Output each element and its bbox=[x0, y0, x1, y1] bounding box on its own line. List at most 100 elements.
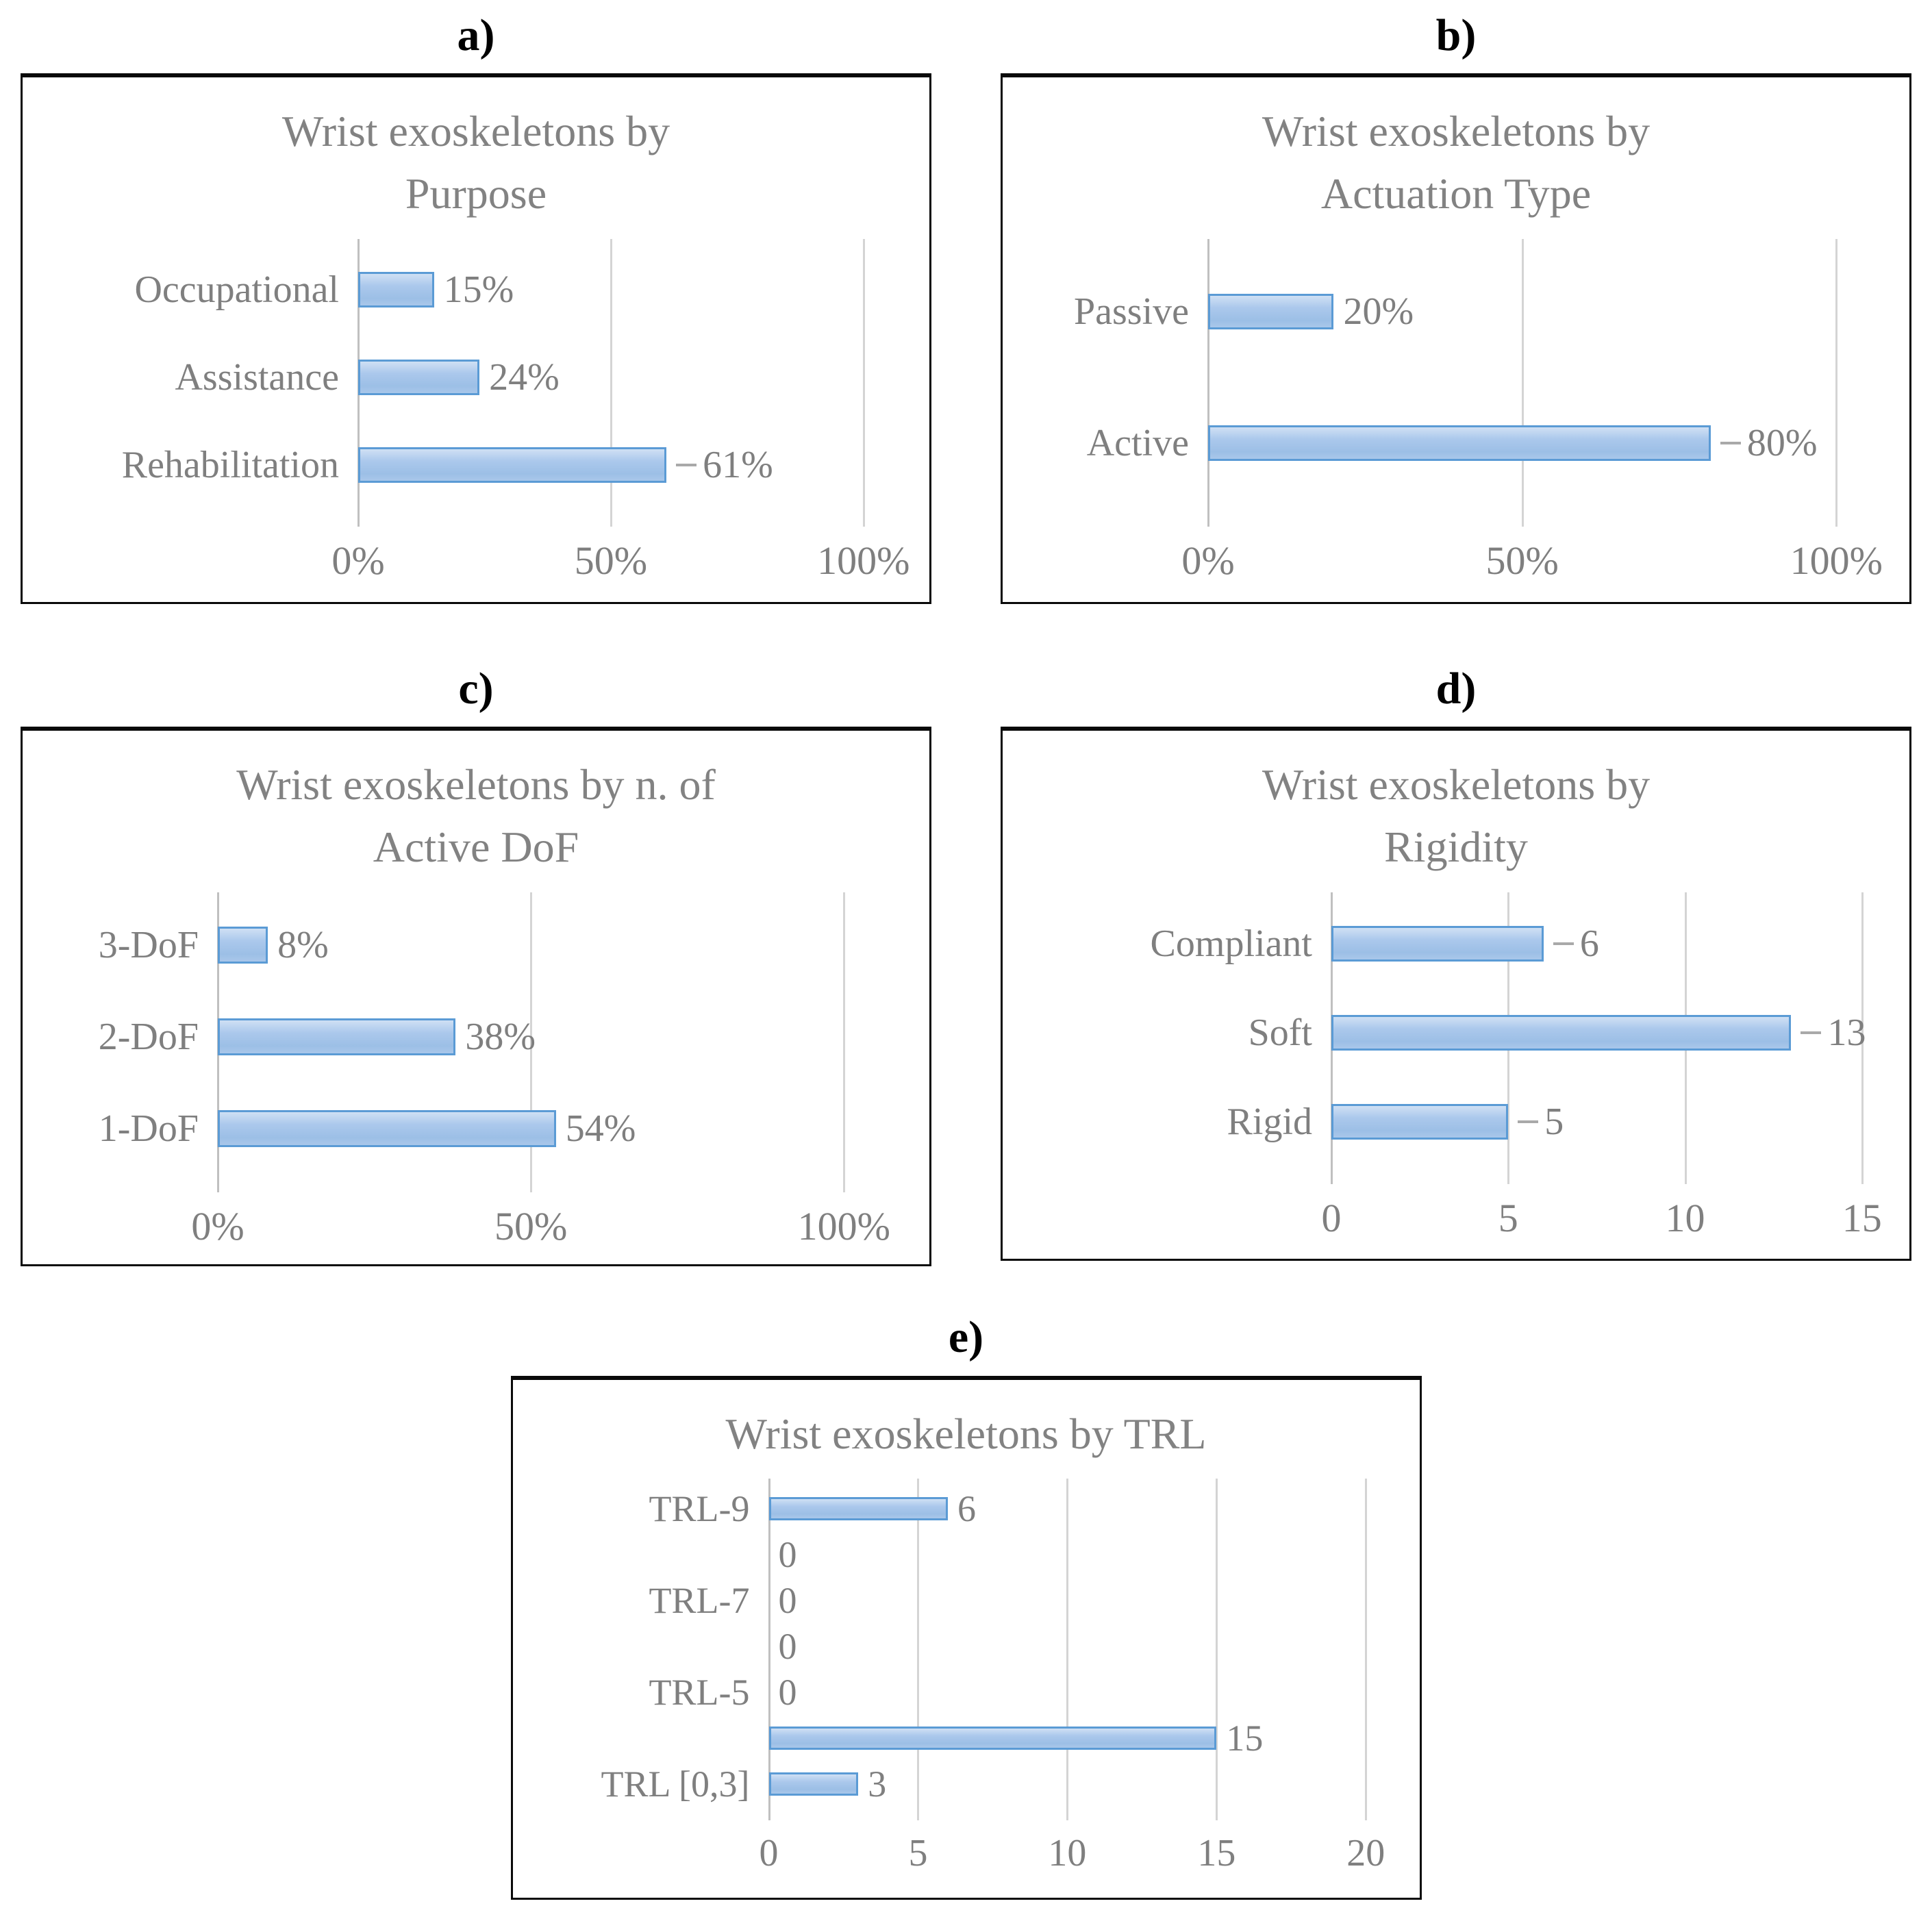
tick-label: 0% bbox=[191, 1204, 244, 1249]
panel-d-letter: d) bbox=[1435, 664, 1477, 714]
panel-e-chart: TRL-9 6 0 bbox=[513, 1479, 1420, 1887]
chart-title-line: Active DoF bbox=[373, 823, 579, 872]
tick-label: 0 bbox=[1321, 1196, 1342, 1241]
tick-label: 15 bbox=[1197, 1832, 1236, 1875]
panel-e: e) Wrist exoskeletons by TRL TRL bbox=[510, 1302, 1422, 1900]
panel-c-chart: 3-DoF 8% 2-DoF 38% bbox=[23, 892, 929, 1259]
panel-d-chart-title: Wrist exoskeletons by Rigidity bbox=[1003, 754, 1909, 879]
tick-label: 5 bbox=[908, 1832, 928, 1875]
bar-rows: 3-DoF 8% 2-DoF 38% bbox=[23, 892, 929, 1192]
bar-occupational bbox=[358, 271, 434, 307]
category-label: Rigid bbox=[1227, 1101, 1312, 1144]
bar-cell: 0 bbox=[769, 1531, 1409, 1577]
bar-3dof bbox=[218, 927, 268, 964]
gridline bbox=[1066, 1479, 1069, 1821]
bar-row: TRL-7 0 bbox=[513, 1577, 1420, 1623]
panel-b-letter: b) bbox=[1435, 10, 1477, 60]
panel-a-chart-title: Wrist exoskeletons by Purpose bbox=[23, 101, 929, 225]
bar-soft bbox=[1331, 1015, 1792, 1051]
panel-c-box: Wrist exoskeletons by n. of Active DoF 3… bbox=[21, 727, 931, 1267]
bar-cell: 24% bbox=[358, 334, 919, 421]
value-label: 24% bbox=[489, 355, 560, 399]
bar-rigid bbox=[1331, 1104, 1509, 1140]
gridline bbox=[862, 238, 865, 527]
tick-label: 100% bbox=[1790, 538, 1883, 583]
panel-e-chart-title: Wrist exoskeletons by TRL bbox=[513, 1403, 1420, 1466]
panel-b-box: Wrist exoskeletons by Actuation Type Pas… bbox=[1001, 73, 1911, 605]
plot-area: Compliant 6 Soft 13 bbox=[1003, 892, 1909, 1185]
gridline bbox=[917, 1479, 920, 1821]
category-label: TRL-7 bbox=[649, 1579, 750, 1621]
bar-row: Soft 13 bbox=[1003, 988, 1909, 1077]
chart-title-line: Wrist exoskeletons by bbox=[1262, 760, 1651, 809]
gridline bbox=[1521, 238, 1524, 527]
figure-row-1: a) Wrist exoskeletons by Purpose Occupat… bbox=[0, 0, 1932, 605]
panel-d-chart: Compliant 6 Soft 13 bbox=[1003, 892, 1909, 1251]
value-label: 6 bbox=[1553, 922, 1599, 966]
x-axis: 0 5 10 15 bbox=[1322, 1194, 1899, 1251]
axis-line bbox=[768, 1479, 770, 1821]
bar-trl03 bbox=[768, 1772, 859, 1796]
panel-a-box: Wrist exoskeletons by Purpose Occupation… bbox=[21, 73, 931, 605]
figure-row-3: e) Wrist exoskeletons by TRL TRL bbox=[0, 1302, 1932, 1900]
panel-a-chart: Occupational 15% Assistance 24% bbox=[23, 238, 929, 594]
bar-2dof bbox=[218, 1018, 456, 1056]
bar-1dof bbox=[218, 1110, 556, 1148]
category-label: TRL [0,3] bbox=[601, 1763, 750, 1805]
gridline-layer bbox=[768, 1479, 1409, 1821]
panel-e-box: Wrist exoskeletons by TRL TRL-9 bbox=[510, 1375, 1422, 1900]
gridline bbox=[1835, 238, 1838, 527]
bar-cell: 8% bbox=[218, 899, 919, 991]
gridline bbox=[530, 892, 533, 1193]
tick-label: 20 bbox=[1346, 1832, 1385, 1875]
tick-label: 50% bbox=[494, 1204, 568, 1249]
bar-rows: TRL-9 6 0 bbox=[513, 1479, 1420, 1820]
value-label: 20% bbox=[1343, 290, 1414, 333]
value-label: 38% bbox=[465, 1016, 536, 1059]
tick-label: 100% bbox=[817, 538, 910, 583]
bar-cell: 3 bbox=[768, 1761, 1409, 1807]
chart-title-line: Wrist exoskeletons by TRL bbox=[725, 1409, 1207, 1458]
category-label: Occupational bbox=[134, 268, 339, 311]
panel-c-letter: c) bbox=[458, 664, 494, 714]
tick-label: 100% bbox=[797, 1204, 890, 1249]
value-label: 0 bbox=[778, 1671, 797, 1713]
bar-row: TRL-5 0 bbox=[513, 1669, 1420, 1715]
value-label: 0 bbox=[778, 1533, 797, 1575]
tick-label: 0% bbox=[1181, 538, 1235, 583]
category-label: TRL-9 bbox=[649, 1487, 750, 1529]
panel-b-chart-title: Wrist exoskeletons by Actuation Type bbox=[1003, 101, 1909, 225]
bar-row: Compliant 6 bbox=[1003, 899, 1909, 988]
plot-area: 3-DoF 8% 2-DoF 38% bbox=[23, 892, 929, 1193]
bar-cell: 20% bbox=[1208, 246, 1899, 377]
bar-trl4 bbox=[768, 1726, 1217, 1750]
x-axis: 0 5 10 15 20 bbox=[760, 1830, 1409, 1887]
bar-cell: 54% bbox=[218, 1083, 919, 1175]
bar-row: 3-DoF 8% bbox=[23, 899, 929, 991]
axis-line bbox=[1207, 238, 1209, 527]
bar-passive bbox=[1208, 293, 1334, 329]
gridline bbox=[610, 238, 612, 527]
bar-rows: Compliant 6 Soft 13 bbox=[1003, 892, 1909, 1184]
chart-title-line: Actuation Type bbox=[1320, 169, 1592, 218]
bar-rows: Passive 20% Active 80% bbox=[1003, 239, 1909, 527]
bar-cell: 13 bbox=[1331, 988, 1899, 1077]
bar-cell: 38% bbox=[218, 991, 919, 1083]
tick-label: 15 bbox=[1842, 1196, 1882, 1241]
gridline-layer bbox=[1207, 238, 1899, 527]
bar-active bbox=[1208, 425, 1711, 461]
plot-area: Passive 20% Active 80% bbox=[1003, 238, 1909, 527]
value-label: 54% bbox=[565, 1107, 636, 1151]
tick-label: 10 bbox=[1048, 1832, 1087, 1875]
tick-label: 0 bbox=[759, 1832, 779, 1875]
tick-label: 5 bbox=[1498, 1196, 1518, 1241]
bar-cell: 0 bbox=[769, 1577, 1409, 1623]
bar-row: Occupational 15% bbox=[23, 246, 929, 334]
panel-d: d) Wrist exoskeletons by Rigidity Com bbox=[1001, 653, 1911, 1266]
value-label: 0 bbox=[778, 1625, 797, 1667]
value-label: 15% bbox=[443, 268, 514, 311]
tick-label: 10 bbox=[1665, 1196, 1705, 1241]
bar-row: 0 bbox=[513, 1531, 1420, 1577]
category-label: Passive bbox=[1074, 290, 1189, 333]
panel-b: b) Wrist exoskeletons by Actuation Type … bbox=[1001, 0, 1911, 605]
